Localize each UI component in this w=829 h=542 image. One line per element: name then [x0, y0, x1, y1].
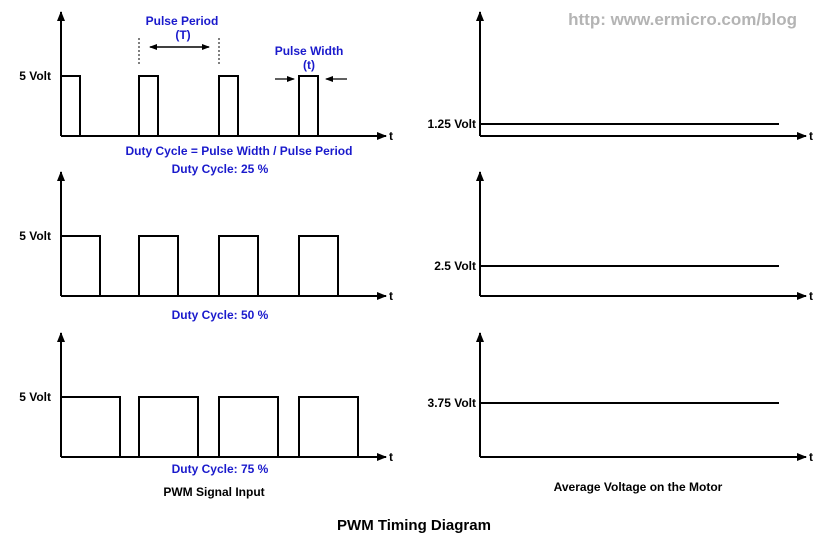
time-axis-label: t	[809, 450, 813, 464]
pulse-period-label: Pulse Period	[146, 14, 219, 28]
high-level-label: 5 Volt	[19, 390, 51, 404]
time-axis-label: t	[809, 129, 813, 143]
time-axis-label: t	[389, 289, 393, 303]
pwm-waveform	[60, 75, 319, 136]
high-level-label: 5 Volt	[19, 69, 51, 83]
duty-cycle-label: Duty Cycle: 75 %	[172, 462, 269, 476]
pulse-period-symbol: (T)	[175, 28, 190, 42]
time-axis-label: t	[809, 289, 813, 303]
average-voltage-caption: Average Voltage on the Motor	[554, 480, 723, 494]
time-axis-label: t	[389, 129, 393, 143]
pwm-waveform	[60, 235, 339, 296]
diagram-title: PWM Timing Diagram	[337, 517, 491, 534]
time-axis-label: t	[389, 450, 393, 464]
average-voltage-label: 3.75 Volt	[428, 396, 476, 410]
high-level-label: 5 Volt	[19, 229, 51, 243]
pulse-width-symbol: (t)	[303, 58, 315, 72]
watermark: http: www.ermicro.com/blog	[568, 10, 797, 29]
pwm-signal-input-caption: PWM Signal Input	[163, 485, 264, 499]
duty-cycle-label: Duty Cycle: 25 %	[172, 162, 269, 176]
duty-cycle-label: Duty Cycle: 50 %	[172, 308, 269, 322]
duty-cycle-formula: Duty Cycle = Pulse Width / Pulse Period	[126, 144, 353, 158]
pulse-width-label: Pulse Width	[275, 44, 344, 58]
average-voltage-label: 1.25 Volt	[428, 117, 476, 131]
pwm-waveform	[60, 396, 359, 457]
average-voltage-label: 2.5 Volt	[434, 259, 476, 273]
